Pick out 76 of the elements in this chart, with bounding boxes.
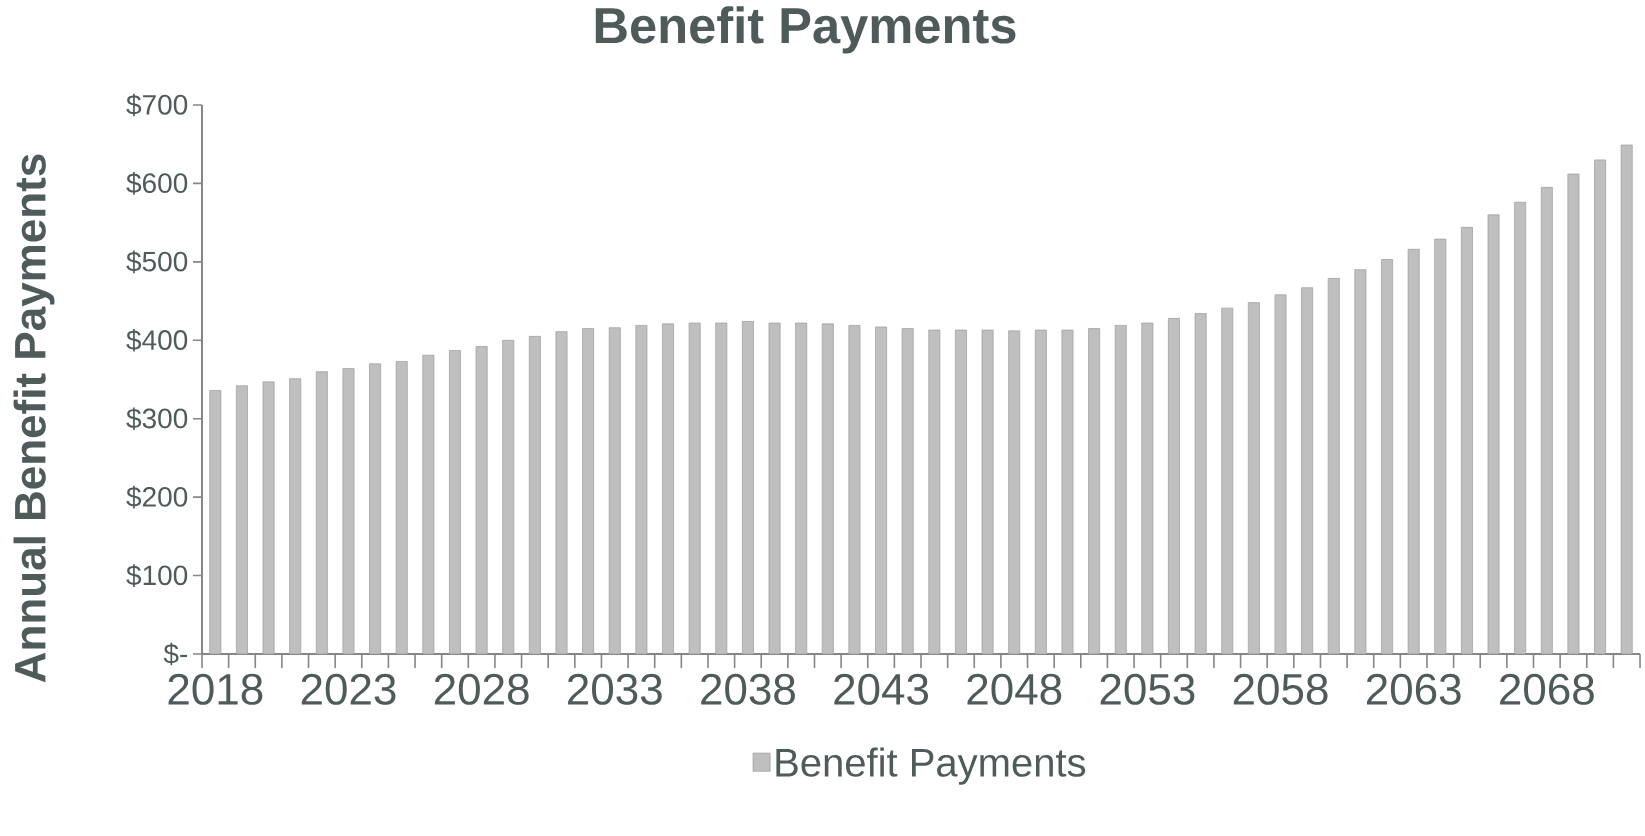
- bar: [981, 329, 994, 655]
- y-tick-label: $400: [126, 328, 188, 352]
- bar: [1088, 328, 1101, 655]
- x-tick-label: 2023: [301, 673, 396, 705]
- bar: [1034, 329, 1047, 655]
- bar: [715, 322, 728, 655]
- y-tick-label: $300: [126, 407, 188, 431]
- bar: [315, 371, 328, 655]
- bar: [502, 339, 515, 655]
- bar: [449, 350, 461, 655]
- bar: [1434, 238, 1447, 655]
- bar: [1221, 307, 1234, 655]
- bar: [608, 327, 621, 655]
- x-tick-label: 2068: [1500, 673, 1594, 705]
- x-tick-label: 2028: [434, 673, 529, 705]
- bar: [901, 328, 914, 655]
- x-tick-label: 2043: [834, 673, 929, 705]
- bar: [1381, 259, 1393, 655]
- y-axis-title: Annual Benefit Payments: [13, 154, 55, 683]
- bar: [1301, 287, 1314, 655]
- y-tick-label: $100: [126, 564, 188, 587]
- x-tick-label: 2033: [568, 673, 662, 705]
- bar: [1247, 302, 1260, 655]
- y-tick-label: $500: [126, 250, 188, 274]
- bar: [1487, 214, 1500, 655]
- bar: [1274, 294, 1287, 655]
- bar: [1354, 269, 1367, 655]
- bar: [821, 323, 834, 655]
- bar: [848, 325, 861, 655]
- y-tick-label: $-: [163, 642, 188, 666]
- bar: [342, 368, 355, 655]
- bar: [928, 329, 941, 655]
- bar: [1114, 325, 1127, 655]
- y-tick-label: $600: [126, 172, 188, 195]
- y-tick-label: $200: [126, 485, 188, 509]
- chart-title: Benefit Payments: [595, 6, 1016, 54]
- x-tick-label: 2048: [967, 673, 1062, 705]
- bar: [209, 390, 222, 655]
- bar: [875, 326, 887, 655]
- bar: [236, 385, 248, 655]
- bar: [1594, 159, 1606, 655]
- bar: [635, 325, 648, 655]
- bar: [1620, 144, 1633, 655]
- x-tick-label: 2063: [1366, 673, 1461, 705]
- bar: [955, 329, 967, 655]
- bar: [475, 346, 488, 655]
- bar: [662, 323, 674, 655]
- bar: [1061, 329, 1074, 655]
- x-tick-label: 2053: [1100, 673, 1195, 705]
- y-tick-label: $700: [126, 93, 188, 117]
- bar: [582, 328, 595, 655]
- bar: [688, 322, 701, 655]
- bar: [1567, 173, 1580, 655]
- bar: [262, 381, 275, 655]
- bar: [1514, 201, 1527, 655]
- x-tick-label: 2058: [1233, 673, 1328, 705]
- bar: [528, 336, 541, 655]
- bar: [1008, 330, 1021, 655]
- bar: [795, 322, 808, 655]
- bar: [1540, 187, 1553, 655]
- legend-label: Benefit Payments: [776, 747, 1086, 785]
- bar: [555, 331, 568, 655]
- bar: [395, 361, 408, 655]
- bar: [1327, 277, 1340, 655]
- bar: [1194, 313, 1207, 655]
- x-tick-label: 2018: [168, 673, 263, 705]
- bar: [1141, 322, 1154, 655]
- bar: [741, 321, 754, 655]
- bar: [768, 322, 781, 655]
- x-tick-label: 2038: [701, 673, 795, 705]
- bar: [369, 363, 382, 655]
- bar: [1460, 227, 1473, 655]
- bar: [289, 378, 302, 655]
- bar: [1168, 317, 1180, 655]
- bar: [422, 354, 435, 655]
- bar: [1407, 248, 1420, 655]
